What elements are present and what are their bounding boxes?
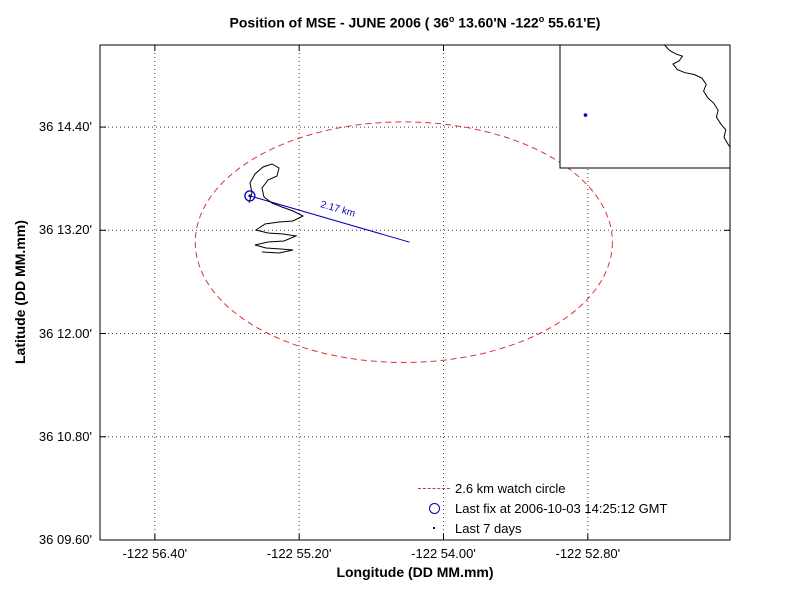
title-text: 13.60'N -122 <box>454 14 539 31</box>
legend-label: 2.6 km watch circle <box>455 480 566 496</box>
legend-item-last-fix: Last fix at 2006-10-03 14:25:12 GMT <box>417 498 667 518</box>
y-tick-label: 36 10.80' <box>38 428 92 444</box>
x-axis-label: Longitude (DD MM.mm) <box>336 564 494 580</box>
degree-superscript: o <box>448 14 455 24</box>
dashed-line-legend-marker <box>418 487 450 489</box>
inset-coastline <box>664 44 731 148</box>
watch-circle-ellipse <box>194 121 613 363</box>
chart-title: Position of MSE - JUNE 2006 ( 36o 13.60'… <box>100 14 730 31</box>
x-tick-label: -122 52.80' <box>555 546 621 561</box>
title-text: Position of MSE - JUNE 2006 ( 36 <box>229 14 449 31</box>
last-fix-dot <box>248 194 252 198</box>
x-tick-label: -122 56.40' <box>122 546 188 561</box>
distance-line <box>249 195 410 243</box>
y-tick-label: 36 12.00' <box>38 325 92 341</box>
y-tick-label: 36 09.60' <box>38 532 92 547</box>
degree-superscript: o <box>538 14 545 24</box>
inset-mooring-dot <box>583 113 588 117</box>
last-fix-marker <box>244 190 256 202</box>
track-polyline <box>248 163 305 254</box>
y-tick-label: 36 14.40' <box>38 119 92 135</box>
title-text: 55.61'E) <box>544 14 601 31</box>
legend-label: Last 7 days <box>455 520 522 536</box>
x-tick-label: -122 54.00' <box>411 546 476 561</box>
inset-map-box <box>559 44 731 169</box>
dot-legend-marker <box>433 527 435 529</box>
legend: 2.6 km watch circle Last fix at 2006-10-… <box>417 478 667 538</box>
legend-item-last-7-days: Last 7 days <box>417 518 667 538</box>
y-tick-label: 36 13.20' <box>38 222 92 238</box>
x-tick-label: -122 55.20' <box>266 546 332 561</box>
legend-label: Last fix at 2006-10-03 14:25:12 GMT <box>455 500 668 516</box>
legend-item-watch-circle: 2.6 km watch circle <box>417 478 667 498</box>
circle-legend-marker <box>428 502 440 514</box>
axes-border <box>99 44 731 541</box>
